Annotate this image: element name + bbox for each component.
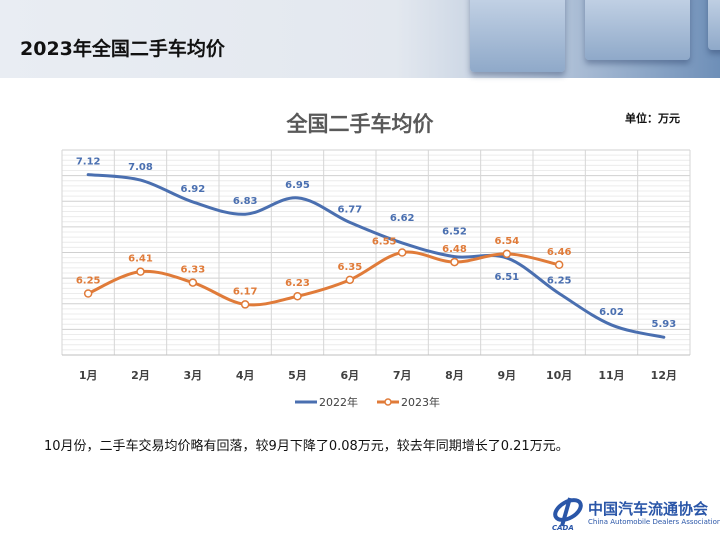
legend-label: 2023年 bbox=[401, 395, 440, 409]
data-label: 6.33 bbox=[180, 265, 205, 276]
data-point bbox=[397, 248, 407, 257]
data-point bbox=[450, 257, 459, 267]
x-tick-label: 12月 bbox=[651, 369, 677, 382]
series-lines bbox=[83, 173, 666, 339]
line-chart: 7.12 7.08 6.92 6.83 6.95 6.77 6.62 6.52 6.51 6.25… bbox=[61, 149, 691, 409]
cada-logo-icon: CADA bbox=[552, 497, 583, 532]
header-banner bbox=[0, 0, 720, 78]
series-line-2023年 bbox=[86, 250, 561, 307]
logo-name-cn: 中国汽车流通协会 bbox=[588, 500, 709, 518]
data-label: 6.46 bbox=[547, 247, 572, 258]
x-tick-label: 6月 bbox=[341, 369, 360, 382]
x-tick-label: 4月 bbox=[236, 369, 255, 382]
unit-label: 单位：万元 bbox=[625, 112, 680, 125]
banner-decoration bbox=[470, 0, 565, 72]
x-tick-label: 5月 bbox=[288, 369, 307, 382]
logo-name-en: China Automobile Dealers Association bbox=[588, 518, 720, 526]
data-label: 6.41 bbox=[128, 254, 153, 265]
svg-text:CADA: CADA bbox=[552, 524, 574, 532]
data-label: 6.35 bbox=[337, 262, 362, 273]
data-label: 7.12 bbox=[76, 157, 101, 168]
data-point bbox=[136, 267, 145, 276]
data-label: 6.23 bbox=[285, 278, 310, 289]
banner-decoration bbox=[585, 0, 690, 60]
data-point bbox=[240, 300, 250, 309]
legend-marker bbox=[384, 398, 392, 406]
data-label: 6.51 bbox=[494, 272, 519, 283]
x-tick-label: 8月 bbox=[445, 369, 464, 382]
data-label: 6.25 bbox=[547, 276, 572, 287]
x-tick-labels: 1月 2月 3月 4月 5月 6月 7月 8月 9月 10月 11月 12月 bbox=[79, 369, 677, 382]
x-tick-label: 1月 bbox=[79, 369, 98, 382]
data-point bbox=[188, 278, 198, 287]
data-label: 7.08 bbox=[128, 162, 153, 173]
data-label: 6.54 bbox=[494, 236, 519, 247]
data-point bbox=[554, 260, 564, 270]
data-label: 6.17 bbox=[233, 286, 258, 297]
x-tick-label: 11月 bbox=[598, 369, 624, 382]
data-point bbox=[293, 291, 302, 301]
data-label: 6.83 bbox=[233, 196, 258, 207]
x-tick-label: 10月 bbox=[546, 369, 572, 382]
summary-note: 10月份，二手车交易均价略有回落，较9月下降了0.08万元，较去年同期增长了0.… bbox=[44, 439, 569, 454]
data-label: 6.95 bbox=[285, 180, 310, 191]
legend-label: 2022年 bbox=[319, 395, 358, 409]
cada-logo: CADA 中国汽车流通协会 China Automobile Dealers A… bbox=[548, 496, 720, 532]
data-label: 6.52 bbox=[442, 227, 467, 238]
data-point bbox=[502, 249, 512, 259]
x-tick-label: 7月 bbox=[393, 369, 412, 382]
data-label: 6.48 bbox=[442, 244, 467, 255]
legend: 2022年 2023年 bbox=[295, 395, 440, 409]
x-tick-label: 3月 bbox=[184, 369, 203, 382]
data-label: 6.92 bbox=[180, 184, 205, 195]
data-label: 6.25 bbox=[76, 276, 101, 287]
data-label: 6.62 bbox=[390, 213, 415, 224]
page-title: 2023年全国二手车均价 bbox=[20, 38, 225, 60]
banner-decoration bbox=[708, 0, 720, 50]
series-line-2022年 bbox=[86, 173, 666, 339]
data-label: 5.93 bbox=[651, 319, 676, 330]
x-tick-label: 2月 bbox=[131, 369, 150, 382]
data-label: 6.55 bbox=[372, 237, 397, 248]
data-point bbox=[345, 275, 355, 285]
data-labels: 7.12 7.08 6.92 6.83 6.95 6.77 6.62 6.52 6.51 6.25… bbox=[76, 157, 676, 331]
x-tick-label: 9月 bbox=[498, 369, 517, 382]
data-label: 6.77 bbox=[337, 204, 362, 215]
data-point bbox=[83, 289, 93, 298]
data-label: 6.02 bbox=[599, 307, 624, 318]
chart-title: 全国二手车均价 bbox=[286, 112, 434, 136]
grid bbox=[61, 149, 691, 356]
